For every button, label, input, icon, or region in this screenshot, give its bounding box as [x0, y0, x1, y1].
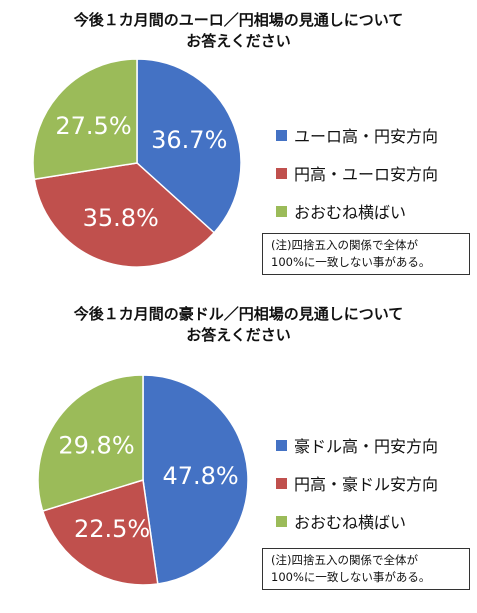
chart-title-line-1: 今後１カ月間の豪ドル／円相場の見通しについて — [73, 305, 404, 323]
slice-yen-up — [33, 162, 216, 268]
rounding-note: (注)四捨五入の関係で全体が 100%に一致しない事がある。 — [262, 548, 470, 590]
pie-chart: 47.8% 22.5% 29.8% — [37, 374, 249, 586]
chart-title-line-2: お答えください — [186, 326, 291, 344]
legend-swatch-red — [276, 477, 287, 489]
legend-swatch-green — [276, 515, 287, 527]
slice-aud-up — [142, 374, 249, 585]
legend: 豪ドル高・円安方向 円高・豪ドル安方向 おおむね横ばい — [276, 426, 438, 540]
legend-label: おおむね横ばい — [294, 203, 407, 222]
slice-flat — [37, 374, 144, 512]
slice-label: 36.7% — [151, 126, 227, 154]
pie-chart: 36.7% 35.8% 27.5% — [32, 58, 242, 268]
slice-euro-up — [136, 58, 242, 234]
legend-label: おおむね横ばい — [294, 513, 407, 532]
legend-swatch-red — [276, 167, 287, 179]
note-line-2: 100%に一致しない事がある。 — [271, 570, 431, 584]
legend-swatch-green — [276, 205, 287, 217]
rounding-note: (注)四捨五入の関係で全体が 100%に一致しない事がある。 — [262, 233, 470, 275]
legend-label: 円高・豪ドル安方向 — [294, 475, 439, 494]
chart-title-line-1: 今後１カ月間のユーロ／円相場の見通しについて — [73, 11, 404, 29]
legend-label: 円高・ユーロ安方向 — [294, 165, 439, 184]
legend-label: ユーロ高・円安方向 — [294, 127, 439, 146]
legend-swatch-blue — [276, 129, 287, 141]
chart-title: 今後１カ月間の豪ドル／円相場の見通しについて お答えください — [0, 304, 477, 346]
slice-label: 47.8% — [162, 462, 238, 490]
legend-item-yen-up: 円高・豪ドル安方向 — [276, 464, 438, 502]
slice-label: 27.5% — [55, 112, 131, 140]
legend-item-flat: おおむね横ばい — [276, 192, 438, 230]
slice-flat — [32, 58, 138, 181]
note-line-1: (注)四捨五入の関係で全体が — [271, 238, 418, 252]
legend-item-flat: おおむね横ばい — [276, 502, 438, 540]
legend-item-euro-up: ユーロ高・円安方向 — [276, 116, 438, 154]
legend: ユーロ高・円安方向 円高・ユーロ安方向 おおむね横ばい — [276, 116, 438, 230]
legend-label: 豪ドル高・円安方向 — [294, 437, 439, 456]
note-line-1: (注)四捨五入の関係で全体が — [271, 553, 418, 567]
legend-item-yen-up: 円高・ユーロ安方向 — [276, 154, 438, 192]
legend-swatch-blue — [276, 439, 287, 451]
slice-label: 35.8% — [83, 204, 159, 232]
note-line-2: 100%に一致しない事がある。 — [271, 255, 431, 269]
chart-title: 今後１カ月間のユーロ／円相場の見通しについて お答えください — [0, 10, 477, 52]
aud-yen-chart: 今後１カ月間の豪ドル／円相場の見通しについて お答えください 47.8% 22.5… — [0, 300, 477, 613]
slice-yen-up — [41, 479, 159, 586]
slice-label: 22.5% — [74, 515, 150, 543]
euro-yen-chart: 今後１カ月間のユーロ／円相場の見通しについて お答えください 36.7% 35.8… — [0, 0, 477, 300]
chart-title-line-2: お答えください — [186, 32, 291, 50]
legend-item-aud-up: 豪ドル高・円安方向 — [276, 426, 438, 464]
slice-label: 29.8% — [58, 432, 134, 460]
